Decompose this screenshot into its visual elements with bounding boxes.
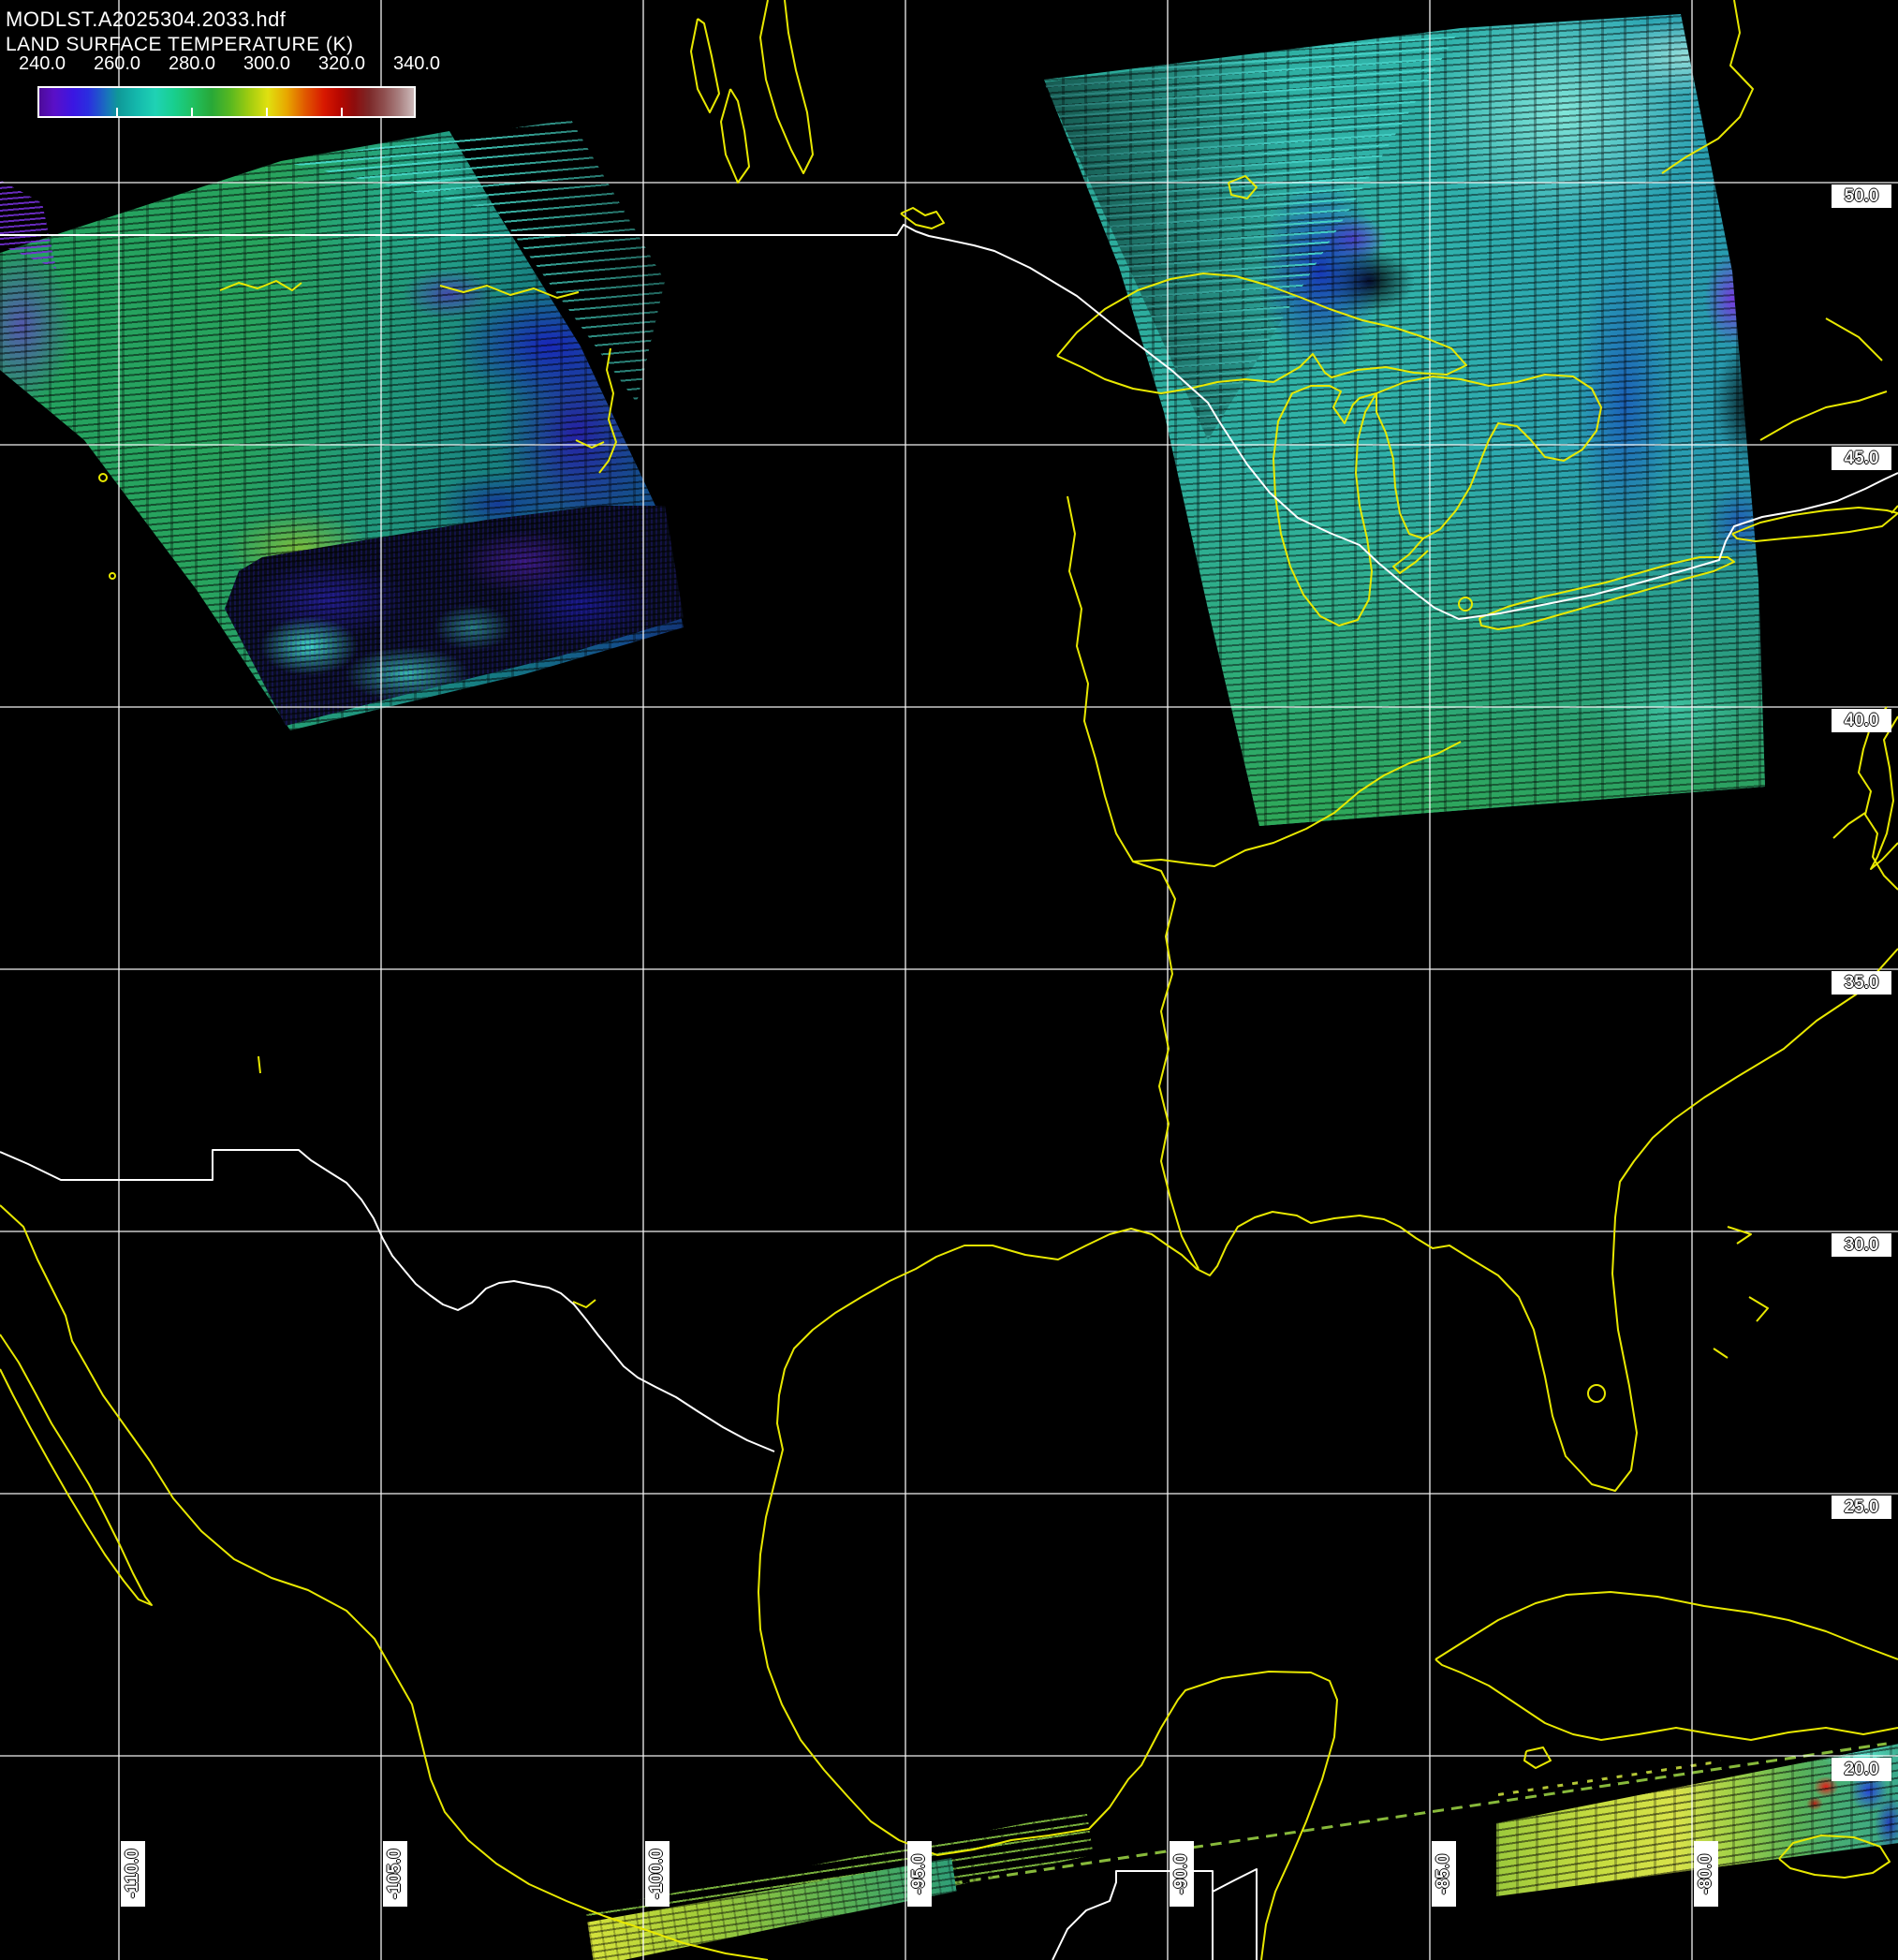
lon-label-80: -80.0: [1694, 1841, 1718, 1907]
colorbar-tick-280: 280.0: [168, 53, 216, 74]
lat-label-40: 40.0: [1832, 709, 1891, 732]
colorbar-tickmark: [266, 108, 268, 116]
lon-label-95: -95.0: [907, 1841, 932, 1907]
colorbar-tick-300: 300.0: [243, 53, 291, 74]
colorbar-tick-240: 240.0: [18, 53, 66, 74]
lat-label-20: 20.0: [1832, 1758, 1891, 1781]
lon-label-100: -100.0: [645, 1841, 669, 1907]
granule-title: MODLST.A2025304.2033.hdf: [6, 7, 287, 31]
colorbar-tick-260: 260.0: [93, 53, 141, 74]
colorbar-tickmark: [191, 108, 193, 116]
dataset-subtitle: LAND SURFACE TEMPERATURE (K): [6, 34, 354, 55]
colorbar-tickmark: [116, 108, 118, 116]
colorbar-tick-320: 320.0: [317, 53, 366, 74]
lon-label-90: -90.0: [1170, 1841, 1194, 1907]
colorbar-tickmark: [341, 108, 343, 116]
lon-label-85: -85.0: [1432, 1841, 1456, 1907]
colorbar-tick-340: 340.0: [392, 53, 441, 74]
lon-label-110: -110.0: [121, 1841, 145, 1907]
lat-label-25: 25.0: [1832, 1496, 1891, 1519]
temperature-colorbar: [37, 86, 416, 118]
lat-label-45: 45.0: [1832, 447, 1891, 470]
political-borders: [0, 224, 1898, 1960]
lon-label-105: -105.0: [383, 1841, 407, 1907]
lat-label-50: 50.0: [1832, 184, 1891, 208]
lat-label-35: 35.0: [1832, 971, 1891, 995]
lat-label-30: 30.0: [1832, 1233, 1891, 1257]
